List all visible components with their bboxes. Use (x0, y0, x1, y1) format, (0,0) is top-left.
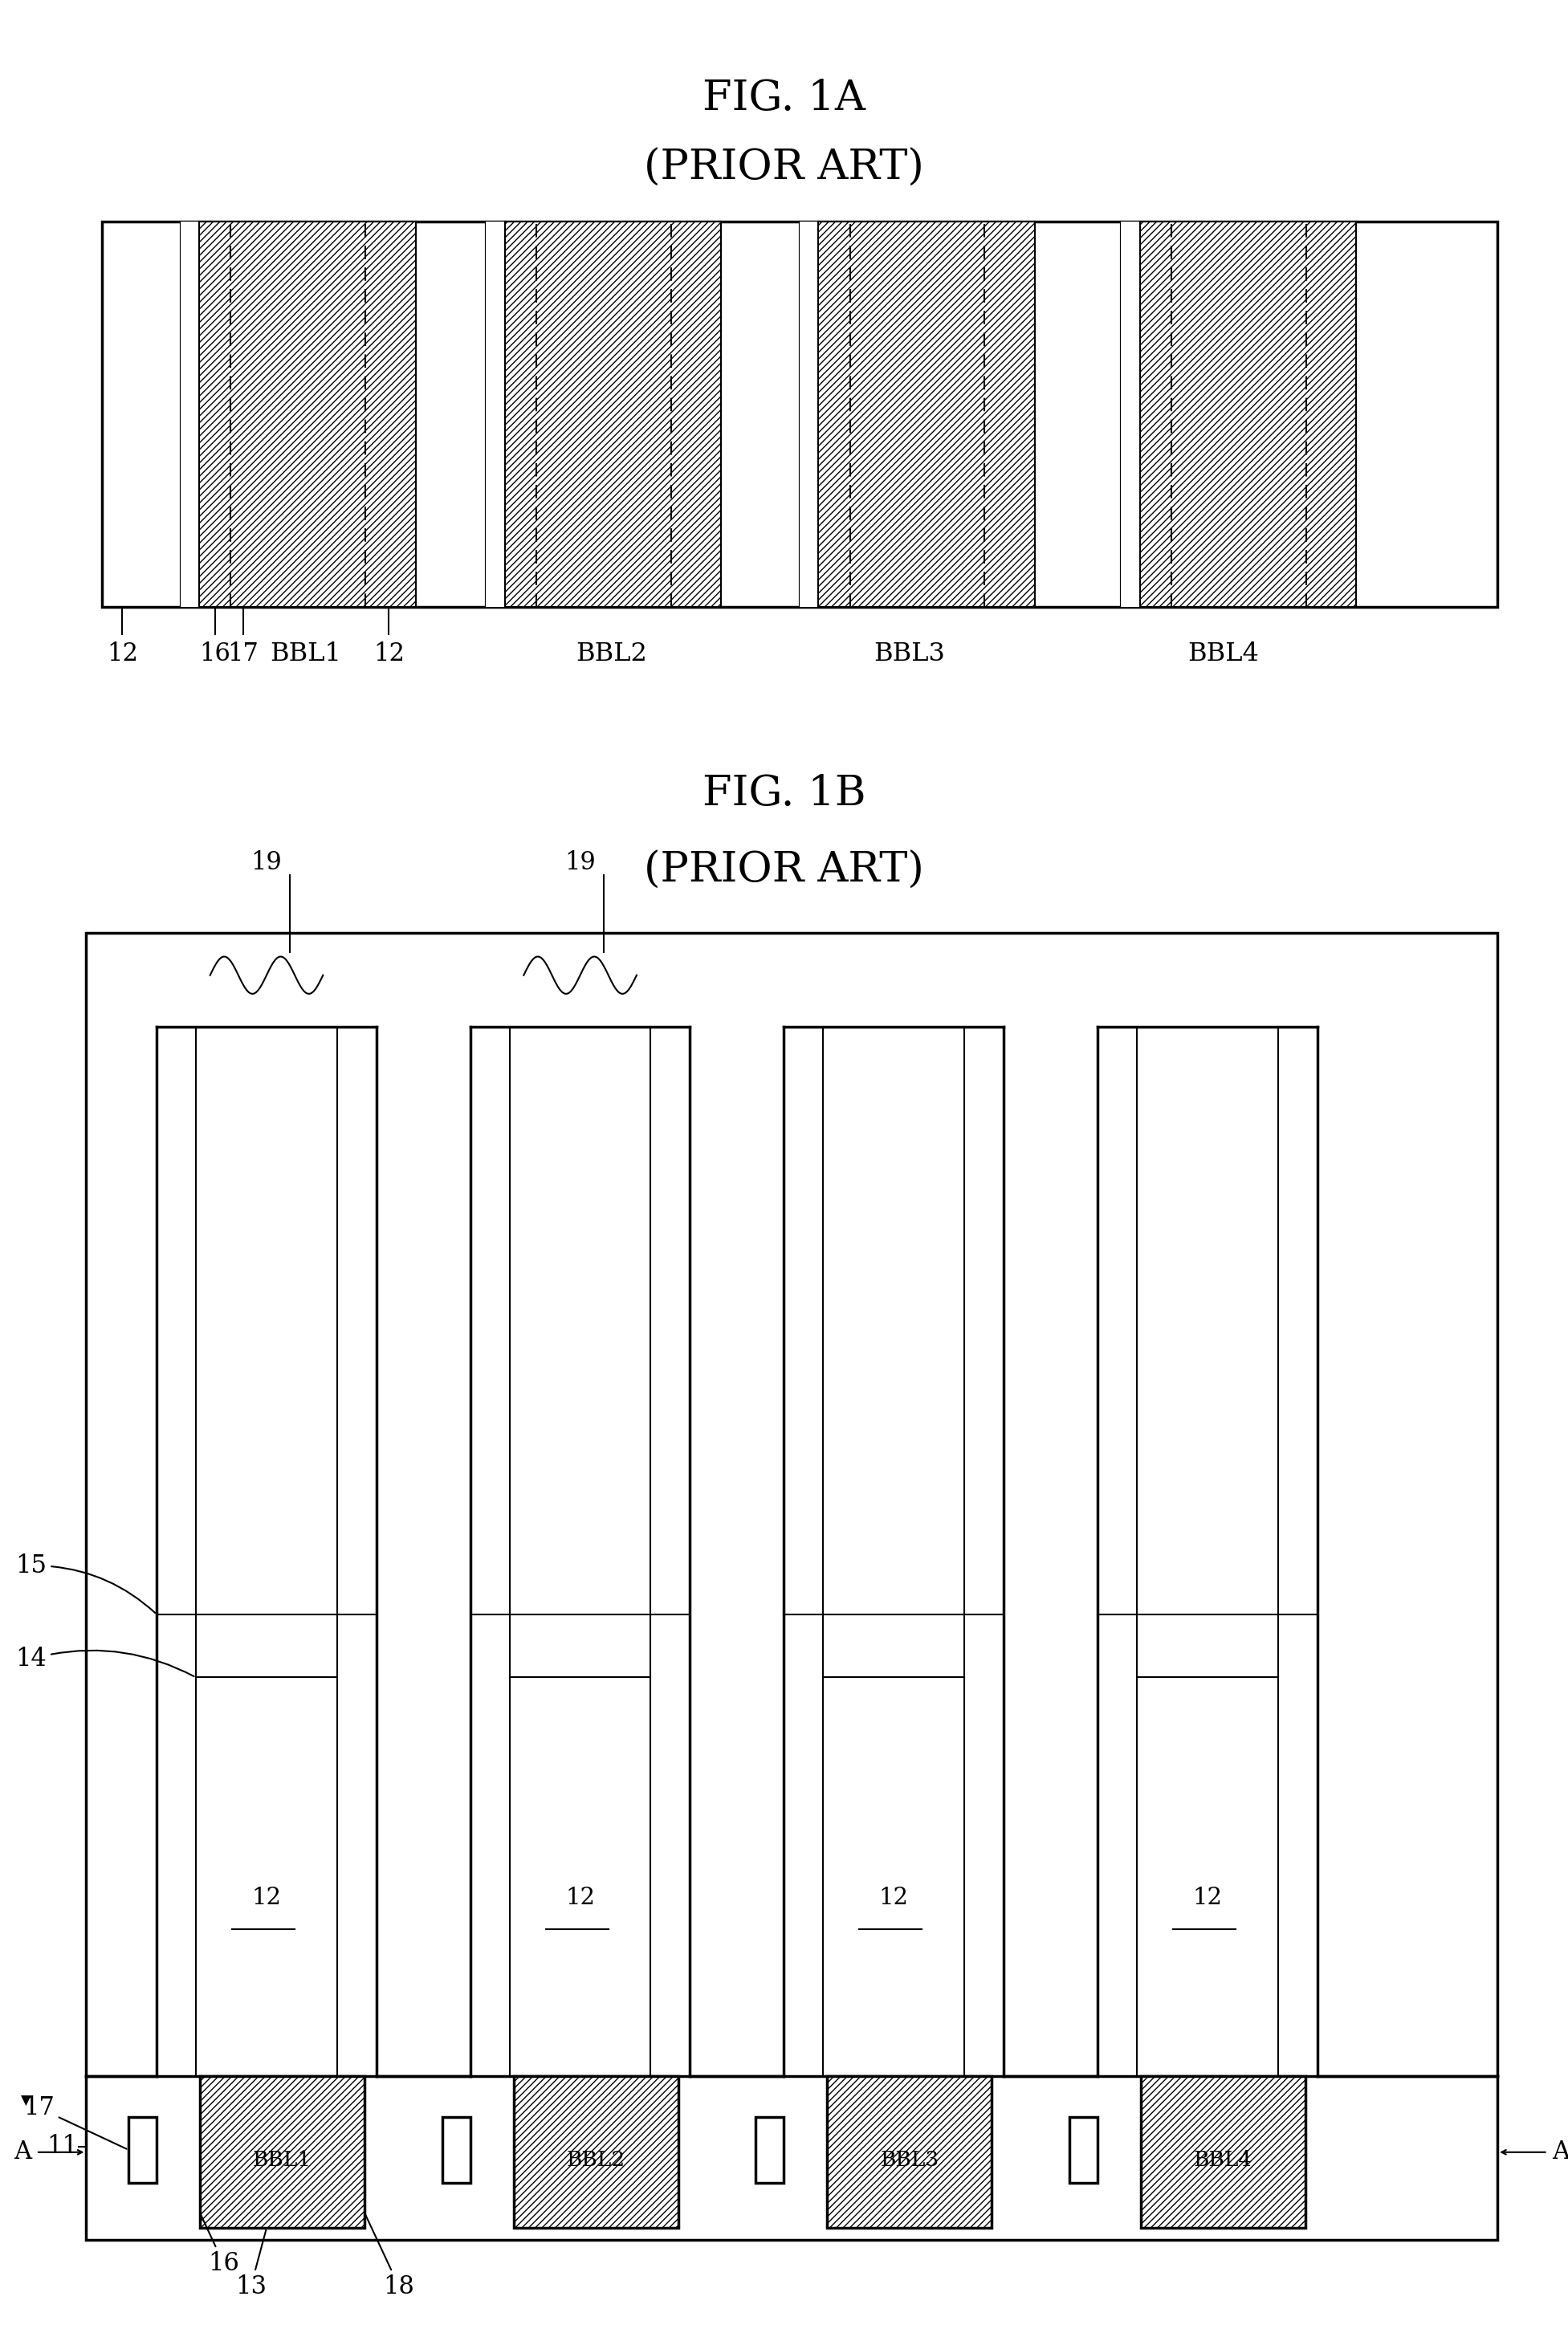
Text: 12: 12 (880, 1887, 908, 1908)
Bar (442, 2118, 470, 2184)
Text: 14: 14 (16, 1647, 194, 1677)
Bar (486, 222, 721, 607)
Bar (201, 2076, 365, 2228)
Text: (PRIOR ART): (PRIOR ART) (644, 849, 924, 891)
Bar (828, 2076, 993, 2228)
Text: ▼: ▼ (20, 2093, 31, 2109)
Text: BBL4: BBL4 (1187, 642, 1259, 667)
Text: 12: 12 (252, 1887, 281, 1908)
Text: 16: 16 (199, 642, 230, 667)
Text: 13: 13 (235, 2230, 267, 2298)
Bar (514, 2076, 677, 2228)
Text: 12: 12 (373, 642, 405, 667)
Bar (486, 222, 505, 607)
Bar (180, 222, 199, 607)
Text: (PRIOR ART): (PRIOR ART) (644, 147, 924, 189)
Bar (800, 222, 818, 607)
Text: 12: 12 (566, 1887, 594, 1908)
Text: 12: 12 (107, 642, 138, 667)
Text: 19: 19 (564, 849, 596, 875)
Text: 18: 18 (365, 2214, 414, 2298)
Bar (129, 2118, 157, 2184)
Bar (180, 222, 416, 607)
Bar (1121, 222, 1140, 607)
Bar (1142, 2076, 1306, 2228)
Text: A': A' (1552, 2139, 1568, 2165)
Bar (86, 933, 1497, 2240)
Text: BBL4: BBL4 (1193, 2149, 1253, 2170)
Text: BBL1: BBL1 (252, 2149, 312, 2170)
Text: BBL1: BBL1 (270, 642, 342, 667)
Bar (800, 222, 1035, 607)
Bar (1069, 2118, 1098, 2184)
Text: FIG. 1B: FIG. 1B (702, 772, 866, 814)
Text: 12: 12 (1193, 1887, 1221, 1908)
Bar (102, 222, 1497, 607)
Text: 15: 15 (16, 1554, 155, 1612)
Text: 17: 17 (24, 2095, 127, 2149)
Text: BBL3: BBL3 (880, 2149, 939, 2170)
Text: 17: 17 (227, 642, 259, 667)
Bar (1121, 222, 1356, 607)
Text: BBL2: BBL2 (575, 642, 648, 667)
Text: 11: 11 (47, 2135, 78, 2158)
Text: BBL3: BBL3 (873, 642, 946, 667)
Bar (756, 2118, 784, 2184)
Text: A: A (14, 2139, 31, 2165)
Text: 19: 19 (251, 849, 282, 875)
Text: BBL2: BBL2 (566, 2149, 626, 2170)
Text: FIG. 1A: FIG. 1A (702, 77, 866, 119)
Text: 16: 16 (201, 2214, 238, 2275)
